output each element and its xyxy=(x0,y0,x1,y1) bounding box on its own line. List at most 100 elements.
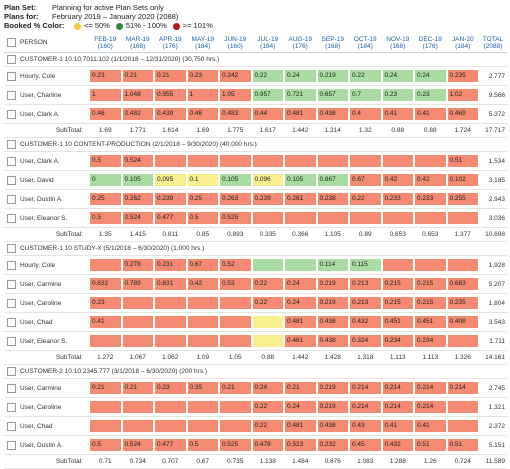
allocation-value[interactable]: 0.408 xyxy=(447,316,478,328)
allocation-value[interactable]: 0.438 xyxy=(317,335,348,347)
row-select-cell[interactable] xyxy=(4,208,18,228)
month-header-dec-19[interactable]: DEC-19 (176) xyxy=(414,33,447,53)
allocation-value[interactable] xyxy=(187,155,218,167)
allocation-value[interactable]: 0.438 xyxy=(317,420,348,432)
allocation-value[interactable] xyxy=(252,316,283,328)
allocation-value[interactable]: 0.46 xyxy=(90,108,121,120)
allocation-value[interactable]: 0.1 xyxy=(187,174,218,186)
allocation-value[interactable] xyxy=(90,259,121,271)
group-title[interactable]: CUSTOMER-1 10 STUDY-X (5/1/2018 – 6/30/2… xyxy=(18,241,507,256)
month-header-jul-19[interactable]: JUL-19 (184) xyxy=(251,33,284,53)
allocation-value[interactable]: 0.867 xyxy=(317,174,348,186)
allocation-value[interactable] xyxy=(252,155,283,167)
allocation-value[interactable]: 0.52 xyxy=(220,259,251,271)
allocation-value[interactable]: 0.524 xyxy=(122,212,153,224)
plans-for-value[interactable]: February 2019 – January 2020 xyxy=(52,12,155,21)
allocation-value[interactable]: 0.105 xyxy=(285,174,316,186)
allocation-value[interactable]: 0.214 xyxy=(350,382,381,394)
month-header-jan-20[interactable]: JAN-20 (184) xyxy=(446,33,479,53)
allocation-value[interactable]: 0.235 xyxy=(447,70,478,82)
select-all-checkbox[interactable] xyxy=(6,38,16,47)
allocation-value[interactable] xyxy=(155,155,186,167)
allocation-value[interactable] xyxy=(187,335,218,347)
row-checkbox[interactable] xyxy=(6,156,16,166)
allocation-value[interactable]: 0.25 xyxy=(90,193,121,205)
allocation-value[interactable]: 0.21 xyxy=(285,382,316,394)
row-checkbox[interactable] xyxy=(6,298,16,308)
allocation-value[interactable] xyxy=(285,155,316,167)
allocation-value[interactable]: 0.67 xyxy=(187,259,218,271)
row-select-cell[interactable] xyxy=(4,378,18,398)
month-header-mar-19[interactable]: MAR-19 (168) xyxy=(121,33,154,53)
allocation-value[interactable]: 0.096 xyxy=(252,174,283,186)
allocation-value[interactable]: 0.35 xyxy=(187,382,218,394)
allocation-value[interactable]: 0.215 xyxy=(382,278,413,290)
allocation-value[interactable] xyxy=(220,420,251,432)
allocation-value[interactable]: 0.51 xyxy=(447,439,478,451)
row-checkbox[interactable] xyxy=(6,279,16,289)
allocation-value[interactable]: 0.242 xyxy=(220,70,251,82)
row-select-cell[interactable] xyxy=(4,85,18,105)
allocation-value[interactable] xyxy=(252,212,283,224)
row-checkbox[interactable] xyxy=(6,421,16,431)
allocation-value[interactable]: 0.255 xyxy=(447,193,478,205)
allocation-value[interactable]: 0.524 xyxy=(122,155,153,167)
allocation-value[interactable]: 0.483 xyxy=(220,108,251,120)
allocation-value[interactable] xyxy=(122,316,153,328)
allocation-value[interactable]: 0.24 xyxy=(415,70,446,82)
allocation-value[interactable] xyxy=(447,259,478,271)
allocation-value[interactable] xyxy=(220,155,251,167)
allocation-value[interactable]: 0.7 xyxy=(350,89,381,101)
allocation-value[interactable]: 0.22 xyxy=(350,193,381,205)
allocation-value[interactable] xyxy=(122,335,153,347)
person-name[interactable]: User, Chad xyxy=(18,312,89,332)
allocation-value[interactable]: 0.278 xyxy=(122,259,153,271)
allocation-value[interactable]: 0.23 xyxy=(155,382,186,394)
allocation-value[interactable]: 0.233 xyxy=(415,193,446,205)
allocation-value[interactable]: 0.213 xyxy=(350,297,381,309)
allocation-value[interactable]: 0.239 xyxy=(155,193,186,205)
allocation-value[interactable]: 0.22 xyxy=(252,278,283,290)
allocation-value[interactable]: 0.42 xyxy=(415,174,446,186)
allocation-value[interactable] xyxy=(220,297,251,309)
allocation-value[interactable]: 0.42 xyxy=(187,278,218,290)
allocation-value[interactable]: 0.46 xyxy=(187,108,218,120)
plan-set-value[interactable]: Planning for active Plan Sets only xyxy=(52,3,164,12)
allocation-value[interactable]: 0.105 xyxy=(220,174,251,186)
row-checkbox[interactable] xyxy=(6,194,16,204)
allocation-value[interactable]: 1 xyxy=(187,89,218,101)
allocation-value[interactable]: 0.22 xyxy=(350,70,381,82)
allocation-value[interactable]: 0.432 xyxy=(350,316,381,328)
allocation-value[interactable] xyxy=(122,297,153,309)
month-header-nov-19[interactable]: NOV-19 (168) xyxy=(381,33,414,53)
group-checkbox[interactable] xyxy=(6,244,16,253)
row-select-cell[interactable] xyxy=(4,331,18,351)
person-name[interactable]: User, Eleanor S. xyxy=(18,208,89,228)
allocation-value[interactable]: 0.115 xyxy=(350,259,381,271)
allocation-value[interactable]: 0.233 xyxy=(382,193,413,205)
allocation-value[interactable]: 0.432 xyxy=(382,439,413,451)
month-header-oct-19[interactable]: OCT-19 (184) xyxy=(349,33,382,53)
person-name[interactable]: User, Chad xyxy=(18,416,89,436)
allocation-value[interactable]: 0.5 xyxy=(90,439,121,451)
allocation-value[interactable]: 0.215 xyxy=(382,297,413,309)
allocation-value[interactable] xyxy=(155,297,186,309)
allocation-value[interactable]: 1.048 xyxy=(122,89,153,101)
person-name[interactable]: User, David xyxy=(18,170,89,190)
person-header[interactable]: PERSON xyxy=(18,33,89,53)
group-select-cell[interactable] xyxy=(4,364,18,379)
row-checkbox[interactable] xyxy=(6,175,16,185)
group-title[interactable]: CUSTOMER-1 10.10.7011.102 (1/1/2018 – 12… xyxy=(18,52,507,67)
allocation-value[interactable]: 0.24 xyxy=(285,278,316,290)
allocation-value[interactable]: 0.831 xyxy=(155,278,186,290)
allocation-value[interactable] xyxy=(317,212,348,224)
allocation-value[interactable]: 0.102 xyxy=(447,174,478,186)
allocation-value[interactable]: 0.469 xyxy=(447,108,478,120)
allocation-value[interactable]: 0.21 xyxy=(220,382,251,394)
allocation-value[interactable]: 0.239 xyxy=(252,193,283,205)
row-select-cell[interactable] xyxy=(4,312,18,332)
row-checkbox[interactable] xyxy=(6,213,16,223)
allocation-value[interactable]: 0.23 xyxy=(90,297,121,309)
allocation-value[interactable]: 0.477 xyxy=(155,212,186,224)
row-select-cell[interactable] xyxy=(4,416,18,436)
